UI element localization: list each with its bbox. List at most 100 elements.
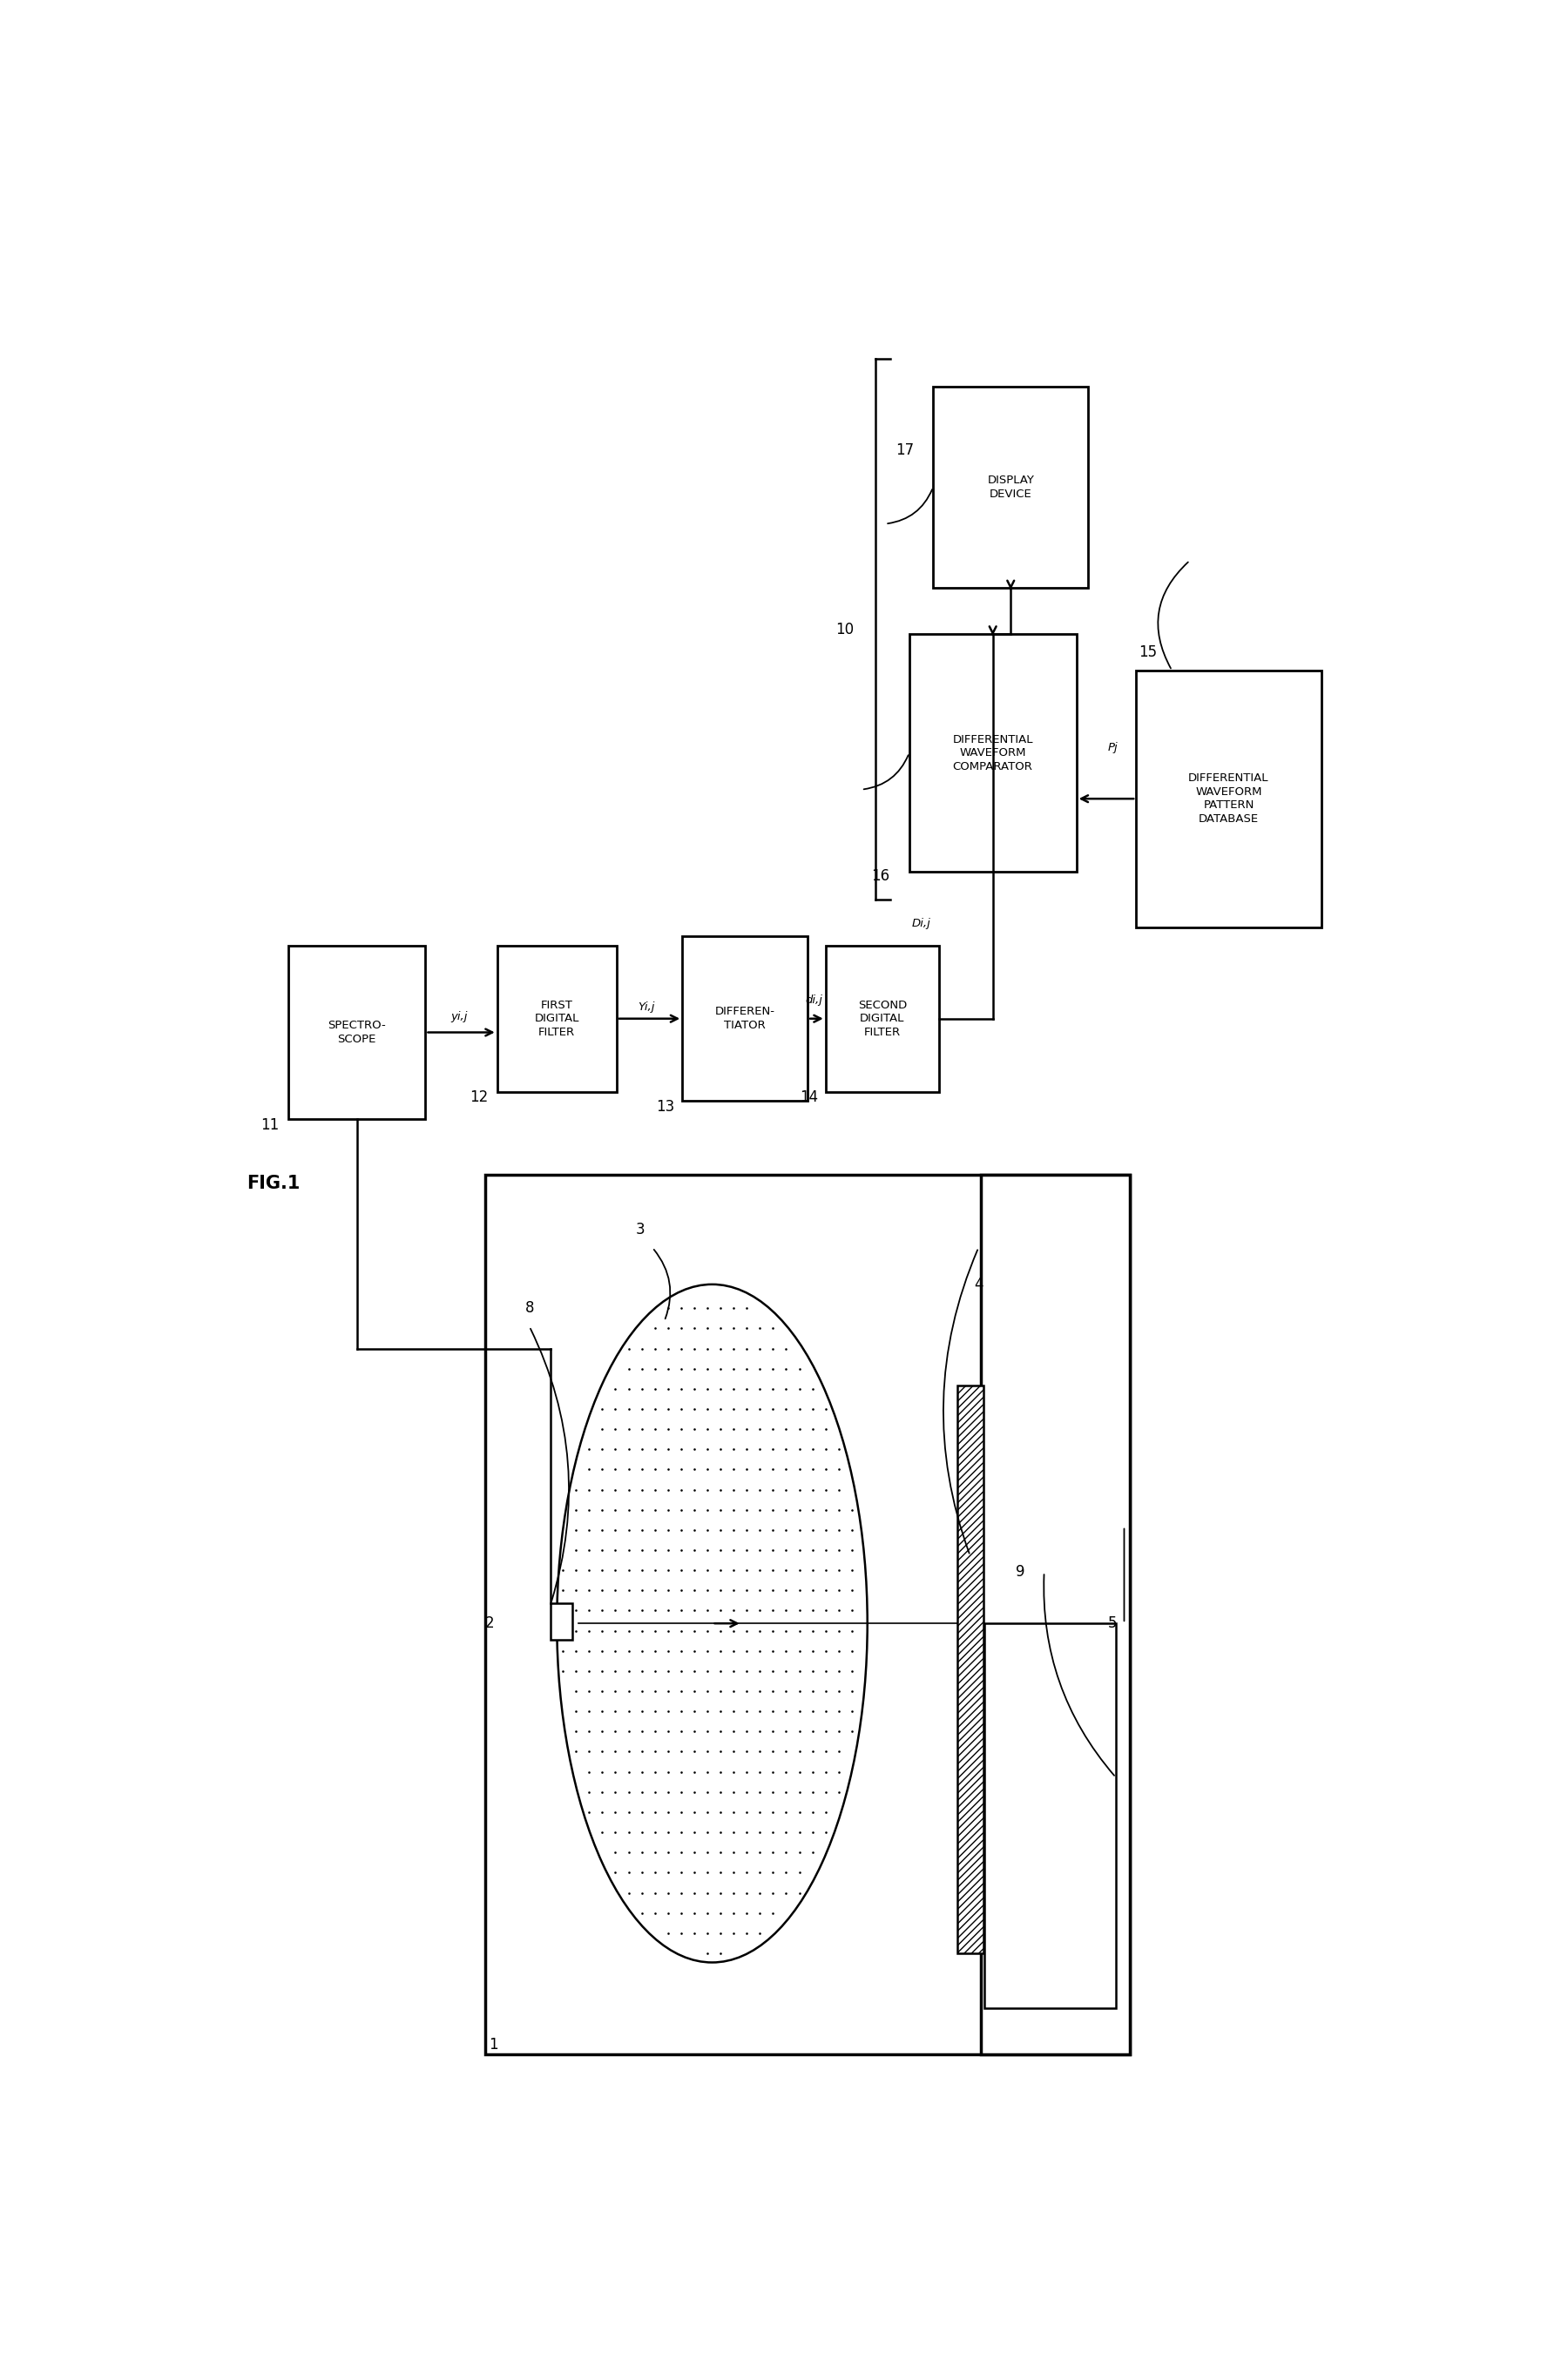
Point	[840, 1511, 865, 1549]
Point	[826, 1571, 851, 1609]
Point	[800, 1571, 824, 1609]
Point	[669, 1390, 693, 1428]
Point	[629, 1330, 653, 1368]
Point	[826, 1449, 851, 1488]
Point	[735, 1471, 760, 1509]
Point	[774, 1873, 798, 1911]
Point	[629, 1371, 653, 1409]
Point	[629, 1792, 653, 1830]
Point	[695, 1733, 720, 1771]
Text: SPECTRO-
SCOPE: SPECTRO- SCOPE	[328, 1021, 385, 1045]
Point	[761, 1330, 786, 1368]
Point	[616, 1814, 641, 1852]
Point	[683, 1611, 707, 1649]
Point	[774, 1611, 798, 1649]
Point	[576, 1773, 601, 1811]
Point	[629, 1894, 653, 1933]
Point	[603, 1371, 627, 1409]
Point	[840, 1592, 865, 1630]
Point	[669, 1530, 693, 1568]
Point	[814, 1733, 838, 1771]
Point	[695, 1371, 720, 1409]
Point	[814, 1611, 838, 1649]
Text: 3: 3	[636, 1221, 646, 1238]
Point	[761, 1571, 786, 1609]
Point	[683, 1633, 707, 1671]
Point	[826, 1490, 851, 1528]
Point	[747, 1752, 772, 1790]
Text: 13: 13	[656, 1100, 675, 1114]
Point	[683, 1714, 707, 1752]
Point	[616, 1873, 641, 1911]
Point	[576, 1633, 601, 1671]
Point	[655, 1330, 680, 1368]
Point	[826, 1633, 851, 1671]
Point	[643, 1592, 667, 1630]
Point	[800, 1530, 824, 1568]
Point	[735, 1854, 760, 1892]
Point	[826, 1752, 851, 1790]
Point	[603, 1390, 627, 1428]
Point	[629, 1873, 653, 1911]
Point	[616, 1752, 641, 1790]
Point	[695, 1390, 720, 1428]
Point	[814, 1571, 838, 1609]
Point	[643, 1571, 667, 1609]
Point	[787, 1449, 812, 1488]
Point	[590, 1390, 615, 1428]
Point	[576, 1511, 601, 1549]
Point	[761, 1633, 786, 1671]
Point	[576, 1714, 601, 1752]
Point	[616, 1409, 641, 1447]
Point	[695, 1430, 720, 1468]
Point	[735, 1490, 760, 1528]
Point	[787, 1733, 812, 1771]
Point	[616, 1449, 641, 1488]
Text: Pj: Pj	[1108, 743, 1119, 752]
Point	[629, 1814, 653, 1852]
Point	[669, 1430, 693, 1468]
Ellipse shape	[556, 1285, 868, 1964]
Point	[826, 1471, 851, 1509]
Point	[747, 1611, 772, 1649]
Point	[814, 1471, 838, 1509]
Point	[721, 1471, 746, 1509]
Point	[709, 1752, 734, 1790]
Point	[695, 1652, 720, 1690]
Point	[709, 1409, 734, 1447]
Point	[735, 1330, 760, 1368]
Point	[669, 1854, 693, 1892]
Point	[787, 1430, 812, 1468]
Point	[550, 1592, 575, 1630]
Point	[721, 1611, 746, 1649]
Point	[840, 1633, 865, 1671]
Point	[695, 1935, 720, 1973]
Point	[826, 1552, 851, 1590]
Point	[603, 1854, 627, 1892]
Point	[603, 1471, 627, 1509]
Point	[774, 1490, 798, 1528]
Point	[787, 1792, 812, 1830]
Point	[629, 1714, 653, 1752]
Point	[761, 1752, 786, 1790]
Point	[643, 1814, 667, 1852]
Point	[721, 1511, 746, 1549]
Point	[747, 1633, 772, 1671]
Point	[814, 1530, 838, 1568]
Point	[787, 1552, 812, 1590]
Point	[683, 1571, 707, 1609]
Point	[683, 1290, 707, 1328]
Point	[590, 1652, 615, 1690]
Point	[747, 1409, 772, 1447]
Point	[564, 1511, 589, 1549]
Point	[721, 1854, 746, 1892]
Point	[761, 1692, 786, 1730]
Point	[616, 1611, 641, 1649]
Point	[590, 1814, 615, 1852]
Bar	[934, 386, 1088, 588]
Point	[564, 1611, 589, 1649]
Point	[800, 1471, 824, 1509]
Point	[655, 1692, 680, 1730]
Point	[761, 1511, 786, 1549]
Point	[735, 1571, 760, 1609]
